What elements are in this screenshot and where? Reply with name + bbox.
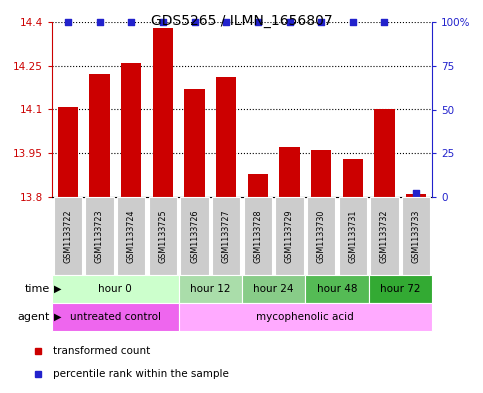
Bar: [57, 107, 78, 197]
Text: GSM1133733: GSM1133733: [412, 209, 421, 263]
Bar: [279, 147, 300, 197]
Point: [191, 19, 199, 25]
Text: GSM1133725: GSM1133725: [158, 209, 167, 263]
Text: GSM1133727: GSM1133727: [222, 209, 231, 263]
Point: [222, 19, 230, 25]
Text: GSM1133732: GSM1133732: [380, 209, 389, 263]
Bar: [52, 275, 179, 303]
Bar: [305, 275, 369, 303]
Point: [349, 19, 357, 25]
Text: ▶: ▶: [55, 312, 62, 322]
Text: agent: agent: [17, 312, 50, 322]
Text: GSM1133729: GSM1133729: [285, 209, 294, 263]
Bar: [179, 275, 242, 303]
Bar: [369, 275, 432, 303]
Bar: [89, 75, 110, 197]
Text: GSM1133728: GSM1133728: [253, 209, 262, 263]
Text: GSM1133730: GSM1133730: [317, 209, 326, 263]
Bar: [402, 197, 430, 275]
Bar: [180, 197, 209, 275]
Text: percentile rank within the sample: percentile rank within the sample: [53, 369, 229, 379]
Bar: [374, 110, 395, 197]
Bar: [242, 275, 305, 303]
Text: GSM1133722: GSM1133722: [63, 209, 72, 263]
Point: [317, 19, 325, 25]
Bar: [339, 197, 367, 275]
Text: GSM1133723: GSM1133723: [95, 209, 104, 263]
Bar: [307, 197, 335, 275]
Text: GSM1133724: GSM1133724: [127, 209, 136, 263]
Bar: [248, 174, 268, 197]
Text: transformed count: transformed count: [53, 346, 150, 356]
Bar: [216, 77, 237, 197]
Point: [128, 19, 135, 25]
Bar: [153, 28, 173, 197]
Bar: [179, 303, 432, 331]
Text: GSM1133731: GSM1133731: [348, 209, 357, 263]
Text: hour 48: hour 48: [317, 284, 357, 294]
Bar: [184, 89, 205, 197]
Bar: [212, 197, 241, 275]
Point: [64, 19, 71, 25]
Text: hour 24: hour 24: [254, 284, 294, 294]
Bar: [406, 194, 426, 197]
Text: GSM1133726: GSM1133726: [190, 209, 199, 263]
Text: mycophenolic acid: mycophenolic acid: [256, 312, 354, 322]
Text: hour 12: hour 12: [190, 284, 230, 294]
Point: [159, 19, 167, 25]
Bar: [149, 197, 177, 275]
Point: [96, 19, 103, 25]
Point: [412, 190, 420, 196]
Text: untreated control: untreated control: [70, 312, 161, 322]
Text: GDS5265 / ILMN_1656807: GDS5265 / ILMN_1656807: [151, 14, 332, 28]
Text: time: time: [24, 284, 50, 294]
Bar: [243, 197, 272, 275]
Point: [285, 19, 293, 25]
Text: hour 72: hour 72: [380, 284, 421, 294]
Point: [381, 19, 388, 25]
Bar: [54, 197, 82, 275]
Text: ▶: ▶: [55, 284, 62, 294]
Bar: [370, 197, 399, 275]
Bar: [85, 197, 114, 275]
Bar: [121, 63, 142, 197]
Bar: [311, 151, 331, 197]
Bar: [342, 159, 363, 197]
Text: hour 0: hour 0: [99, 284, 132, 294]
Bar: [52, 303, 179, 331]
Bar: [275, 197, 304, 275]
Point: [254, 19, 262, 25]
Bar: [117, 197, 145, 275]
